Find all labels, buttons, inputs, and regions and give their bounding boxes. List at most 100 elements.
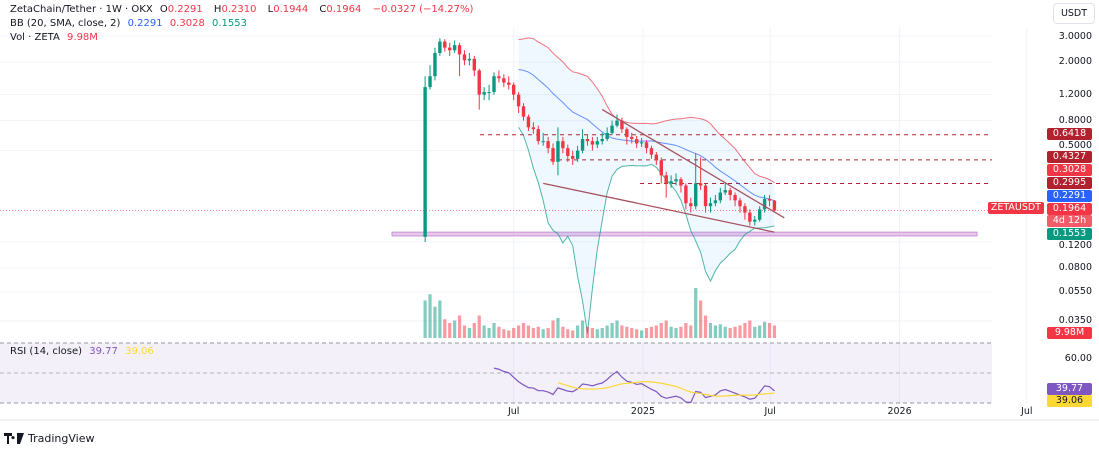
- volume-bar: [546, 328, 550, 338]
- candle: [674, 179, 678, 182]
- price-tick: 0.0800: [1058, 262, 1092, 274]
- candle: [669, 181, 673, 184]
- volume-bar: [664, 320, 668, 338]
- volume-bar: [566, 329, 570, 338]
- candle: [738, 200, 742, 207]
- candle: [546, 141, 550, 149]
- candle: [511, 84, 516, 95]
- candle: [492, 76, 496, 93]
- tradingview-logo[interactable]: TradingView: [4, 432, 94, 445]
- volume-bar: [507, 330, 511, 338]
- low-label: L: [267, 4, 274, 15]
- volume-bar: [462, 325, 467, 338]
- price-tick: 0.5000: [1058, 140, 1092, 151]
- bb-lower-line: [518, 127, 775, 334]
- candle: [698, 183, 703, 186]
- volume-bar: [531, 328, 535, 338]
- price-tick: 0.8000: [1058, 115, 1092, 127]
- candle: [634, 139, 639, 144]
- candle: [526, 116, 531, 128]
- candle: [477, 70, 481, 95]
- candle: [585, 139, 590, 142]
- volume-bar: [684, 323, 688, 338]
- bb-label: BB (20, SMA, close, 2): [10, 18, 121, 29]
- volume-bar: [502, 329, 506, 338]
- volume-bar: [580, 320, 585, 338]
- candle: [708, 203, 713, 207]
- candle: [462, 54, 467, 61]
- currency-button[interactable]: USDT: [1053, 3, 1095, 24]
- rsi-ma-value: 39.06: [125, 346, 154, 357]
- price-tick: 1.2000: [1058, 89, 1092, 101]
- high-value: 0.2310: [221, 4, 257, 15]
- volume-bar: [748, 320, 752, 338]
- last-price-label: 0.1964: [1047, 203, 1092, 215]
- support-zone: [391, 231, 978, 237]
- volume-bar: [659, 323, 663, 338]
- volume-bar: [448, 323, 452, 338]
- candle: [428, 76, 432, 88]
- volume-bar: [669, 326, 673, 338]
- volume-bar: [649, 326, 654, 338]
- volume-bar: [457, 315, 462, 338]
- candle: [753, 219, 757, 222]
- candle: [723, 190, 727, 193]
- volume-bar: [644, 328, 649, 338]
- volume-bar: [428, 294, 432, 338]
- candle: [605, 132, 609, 140]
- bb-lower-label: 0.1553: [1047, 228, 1092, 240]
- candle: [620, 120, 624, 130]
- candle: [659, 160, 663, 176]
- volume-legend[interactable]: Vol · ZETA 9.98M: [10, 32, 102, 43]
- candle: [595, 141, 600, 145]
- volume-bar: [438, 300, 442, 338]
- volume-bar: [728, 328, 732, 338]
- candle: [600, 139, 604, 142]
- candle: [556, 141, 560, 162]
- volume-bar: [723, 326, 727, 338]
- price-tick: 0.0350: [1058, 315, 1092, 327]
- candle: [516, 94, 521, 107]
- grid: [0, 28, 1028, 404]
- candle: [644, 142, 649, 149]
- volume-bar: [600, 328, 604, 338]
- candle: [757, 209, 762, 220]
- volume-bar: [561, 326, 565, 338]
- volume-bar: [467, 328, 471, 338]
- tradingview-logo-icon: [4, 433, 24, 444]
- volume-bar: [743, 323, 747, 338]
- bb-fill: [518, 37, 775, 334]
- rsi-legend[interactable]: RSI (14, close) 39.77 39.06: [10, 346, 158, 357]
- volume-bar: [762, 321, 767, 338]
- volume-bar: [733, 326, 737, 338]
- volume-bar: [497, 326, 501, 338]
- rsi-value: 39.77: [89, 346, 118, 357]
- rsi-ma-axis-label: 39.06: [1047, 395, 1092, 407]
- volume-bar: [738, 325, 742, 338]
- volume-bar: [635, 329, 639, 338]
- volume-bar: [605, 325, 609, 338]
- candle: [482, 92, 486, 95]
- volume-bar: [487, 328, 491, 338]
- bb-upper-label: 0.3028: [1047, 164, 1092, 176]
- time-tick: 2026: [887, 406, 912, 417]
- volume-bar: [526, 325, 531, 338]
- price-tick: 2.0000: [1058, 56, 1092, 68]
- candle: [561, 141, 565, 149]
- candle: [423, 87, 427, 237]
- candle: [472, 58, 477, 71]
- volume-bar: [453, 320, 457, 338]
- level-label-2: 0.4327: [1047, 151, 1092, 163]
- bb-legend[interactable]: BB (20, SMA, close, 2) 0.2291 0.3028 0.1…: [10, 18, 251, 29]
- volume-bar: [576, 325, 580, 338]
- candle: [689, 203, 693, 207]
- candle: [467, 58, 472, 61]
- volume-bar: [713, 325, 717, 338]
- time-tick: Jul: [764, 406, 776, 417]
- candle: [541, 141, 545, 143]
- volume-bar: [595, 329, 599, 338]
- candle: [580, 139, 585, 151]
- time-tick: Jul: [1021, 406, 1033, 417]
- volume-bar: [423, 300, 427, 338]
